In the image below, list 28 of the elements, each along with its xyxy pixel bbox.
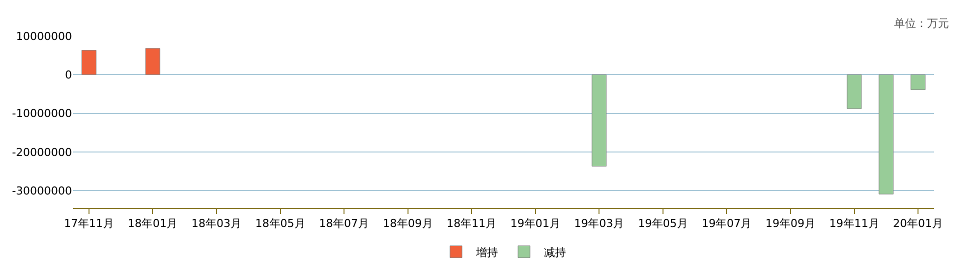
x-tick-label: 19年03月 xyxy=(574,217,624,230)
x-tick-label: 18年09月 xyxy=(382,217,433,230)
y-tick-label: -30000000 xyxy=(12,184,72,198)
x-tick-label: 18年01月 xyxy=(128,217,178,230)
text: 单位：万元 xyxy=(894,17,949,30)
y-tick-label: 10000000 xyxy=(16,30,72,43)
x-tick-label: 18年07月 xyxy=(319,217,370,230)
x-tick-label: 19年07月 xyxy=(702,217,752,230)
legend-label: 减持 xyxy=(544,246,566,260)
x-tick-label: 19年09月 xyxy=(766,217,816,230)
x-tick-label: 19年01月 xyxy=(510,217,560,230)
bar xyxy=(878,74,894,194)
x-tick-label: 19年05月 xyxy=(638,217,688,230)
x-tick-label: 18年03月 xyxy=(192,217,242,230)
y-tick-label: 0 xyxy=(65,68,72,82)
x-tick-label: 18年05月 xyxy=(255,217,306,230)
x-tick-label: 18年11月 xyxy=(446,217,497,230)
bar xyxy=(82,50,96,75)
x-tick-label: 17年11月 xyxy=(64,217,114,230)
bar xyxy=(592,74,607,167)
y-tick-label: -10000000 xyxy=(12,107,72,120)
x-tick-label: 19年11月 xyxy=(829,217,880,230)
x-tick-label: 20年01月 xyxy=(893,217,944,230)
y-tick-label: -20000000 xyxy=(12,146,72,159)
bar xyxy=(145,48,160,75)
bar xyxy=(910,74,926,90)
bar xyxy=(846,74,862,109)
legend-label: 增持 xyxy=(475,246,498,260)
